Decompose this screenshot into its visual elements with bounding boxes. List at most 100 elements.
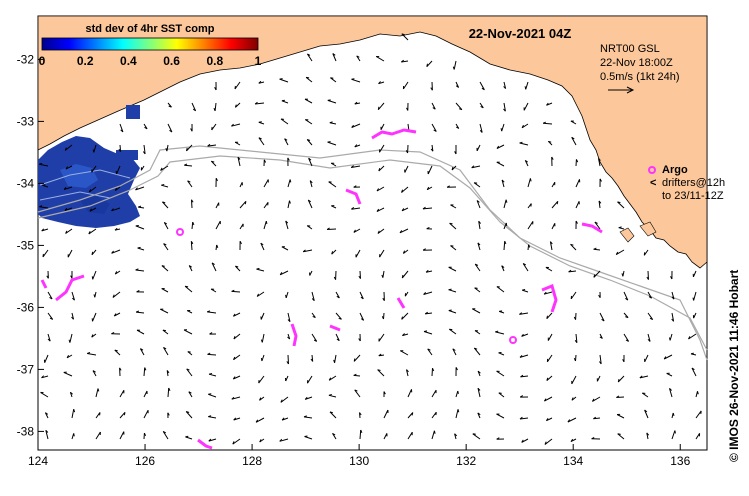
colorbar-tick-label: 0 — [39, 54, 46, 68]
current-arrow-head — [351, 206, 355, 210]
current-arrow — [207, 311, 217, 314]
current-arrow-head — [208, 393, 212, 395]
current-arrow — [498, 392, 505, 398]
current-arrow — [139, 348, 145, 356]
current-arrow-head — [163, 346, 167, 350]
current-arrow — [327, 99, 337, 104]
current-arrow — [351, 165, 361, 168]
legend-time: 22-Nov 18:00Z — [600, 57, 673, 69]
current-arrow — [521, 333, 529, 337]
current-arrow-head — [358, 275, 361, 279]
current-arrow — [448, 289, 457, 293]
current-arrow-head — [306, 76, 310, 79]
current-arrow — [495, 331, 505, 335]
current-arrow — [399, 228, 409, 234]
current-arrow-head — [570, 243, 574, 246]
current-arrow — [307, 375, 313, 384]
current-arrow — [521, 123, 529, 129]
current-arrow — [401, 60, 409, 63]
current-arrow-head — [168, 105, 172, 108]
current-arrow — [503, 102, 506, 112]
current-arrow-head — [519, 354, 523, 358]
current-arrow-head — [575, 159, 579, 163]
current-arrow — [303, 416, 313, 419]
current-arrow-head — [142, 151, 146, 155]
current-arrow — [143, 367, 146, 377]
current-arrow — [162, 329, 169, 335]
current-arrow — [354, 389, 361, 398]
colorbar-tick-label: 0.4 — [120, 54, 137, 68]
argo-legend: Argo < drifters@12h to 23/11-12Z — [648, 164, 725, 202]
current-arrow-head — [697, 391, 699, 395]
current-arrow — [304, 436, 313, 440]
current-arrow-head — [425, 269, 429, 273]
current-arrow-head — [41, 375, 45, 379]
current-arrow — [287, 312, 291, 322]
current-arrow-head — [111, 250, 114, 254]
current-arrow-head — [92, 370, 96, 373]
current-arrow — [598, 158, 601, 167]
current-arrow-head — [233, 356, 236, 360]
current-arrow — [71, 291, 75, 301]
current-arrow-head — [353, 358, 356, 362]
current-arrow-head — [591, 398, 595, 402]
current-arrow — [208, 438, 217, 442]
current-arrow-head — [140, 348, 144, 351]
current-arrow — [427, 165, 433, 175]
current-arrow — [69, 333, 73, 343]
current-arrow — [161, 184, 169, 188]
current-arrow-head — [430, 87, 433, 91]
current-arrow — [305, 77, 313, 83]
current-arrow-head — [474, 263, 479, 266]
current-arrow-head — [136, 290, 140, 293]
current-arrow — [616, 396, 625, 398]
colorbar-ramp — [41, 37, 259, 51]
current-arrow-head — [376, 188, 380, 192]
current-arrow-head — [551, 156, 554, 160]
current-arrow-head — [186, 368, 190, 371]
current-arrow-head — [405, 150, 409, 154]
current-arrow — [71, 312, 74, 320]
current-arrow-head — [350, 165, 354, 168]
current-arrow — [303, 249, 313, 253]
current-arrow-head — [455, 85, 459, 88]
current-arrow-head — [63, 186, 67, 190]
current-arrow — [401, 270, 409, 279]
current-arrow — [263, 179, 269, 188]
current-arrow-head — [211, 160, 215, 163]
current-arrow — [92, 312, 97, 322]
current-arrow-head — [185, 435, 189, 438]
current-arrow — [615, 249, 625, 256]
current-arrow-head — [73, 409, 76, 413]
current-arrow — [235, 102, 241, 108]
current-arrow — [311, 291, 315, 301]
current-arrow — [119, 123, 124, 133]
current-arrow — [332, 53, 337, 62]
y-tick-label: -37 — [17, 362, 35, 376]
current-arrow — [383, 409, 389, 419]
current-arrow-head — [496, 145, 500, 149]
current-arrow-head — [542, 121, 547, 124]
current-arrow-head — [663, 356, 667, 360]
current-arrow-head — [256, 293, 260, 297]
current-arrow — [40, 391, 49, 398]
current-arrow — [693, 291, 697, 301]
current-arrow-head — [423, 330, 428, 332]
current-arrow — [525, 81, 529, 90]
current-arrow — [377, 369, 385, 377]
current-arrow — [623, 333, 630, 342]
current-arrow — [431, 430, 435, 440]
current-arrow-head — [168, 387, 171, 392]
current-arrow-head — [279, 438, 283, 442]
x-tick-label: 134 — [563, 454, 583, 468]
current-arrow — [215, 220, 221, 230]
current-arrow — [119, 390, 125, 398]
current-arrow-head — [496, 437, 500, 440]
current-arrow-head — [598, 200, 602, 204]
current-arrow — [521, 438, 529, 443]
x-tick-label: 132 — [456, 454, 476, 468]
current-arrow-head — [495, 330, 499, 333]
current-arrow-head — [232, 376, 236, 380]
current-arrow-head — [114, 271, 118, 275]
